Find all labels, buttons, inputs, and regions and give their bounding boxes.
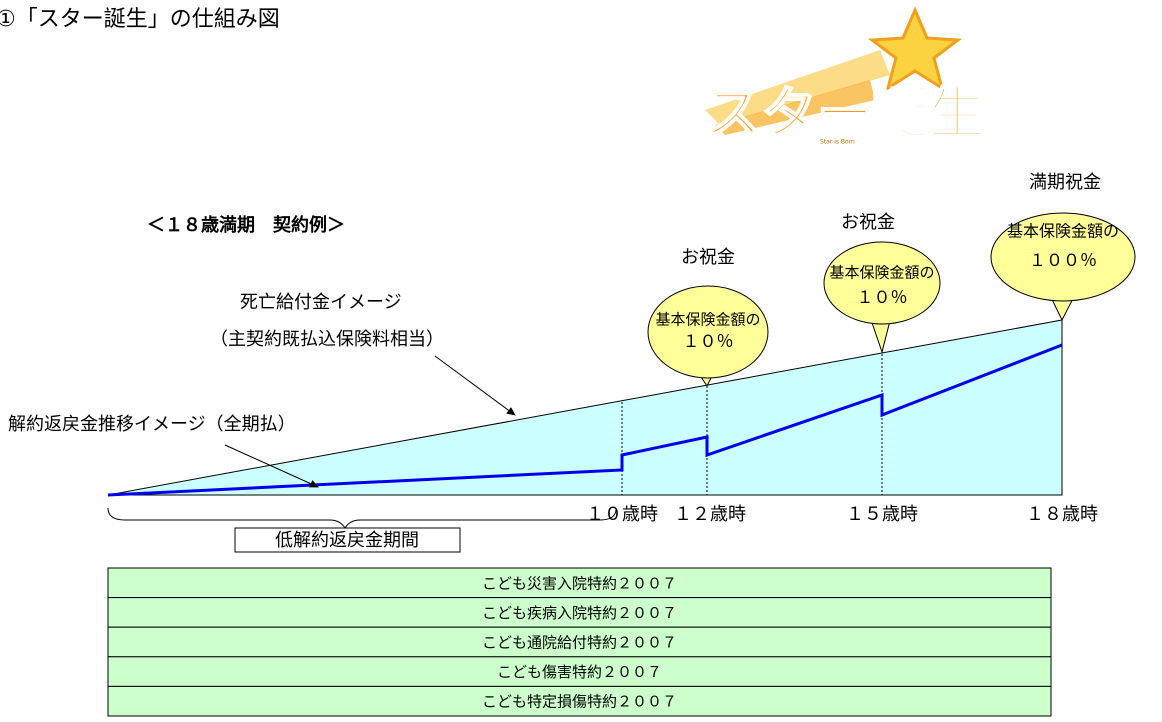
bubble: お祝金 基本保険金額の １０％ bbox=[823, 212, 941, 354]
low-period-box bbox=[234, 527, 461, 553]
bubble-text: １０％ bbox=[683, 332, 734, 352]
example-label: ＜１８歳満期 契約例＞ bbox=[147, 214, 345, 236]
low-period-label: 低解約返戻金期間 bbox=[275, 530, 419, 551]
rider-row bbox=[107, 685, 1052, 717]
bubble-heading: お祝金 bbox=[681, 247, 735, 268]
bubble-heading: お祝金 bbox=[841, 212, 895, 233]
death-benefit-note: （主契約既払込保険料相当） bbox=[210, 329, 444, 350]
age-label: １０歳時 bbox=[586, 504, 658, 525]
bubble-text: １０％ bbox=[857, 288, 908, 308]
rider-row bbox=[107, 597, 1052, 628]
rider-name: こども通院給付特約２００７ bbox=[482, 634, 677, 652]
bubble: 満期祝金 基本保険金額の １００％ bbox=[990, 172, 1136, 322]
brace bbox=[107, 507, 617, 529]
logo: スター誕生 Star is Born bbox=[704, 6, 986, 148]
logo-subtext: Star is Born bbox=[820, 139, 855, 146]
logo-text: スター誕生 bbox=[705, 82, 985, 147]
surrender-line bbox=[107, 343, 1063, 497]
bubble-text: 基本保険金額の bbox=[1007, 222, 1119, 241]
rider-name: こども特定損傷特約２００７ bbox=[482, 693, 677, 711]
arrow bbox=[224, 444, 319, 488]
bubble-text: 基本保険金額の bbox=[655, 311, 760, 329]
rider-table: こども災害入院特約２００７ こども疾病入院特約２００７ こども通院給付特約２００７ こ… bbox=[107, 567, 1052, 717]
age-label: １２歳時 bbox=[674, 504, 746, 525]
death-benefit-label: 死亡給付金イメージ bbox=[240, 292, 402, 313]
age-label: １８歳時 bbox=[1026, 504, 1098, 525]
bubble-text: 基本保険金額の bbox=[829, 264, 934, 282]
title: ①「スター誕生」の仕組み図 bbox=[0, 7, 280, 32]
rider-name: こども疾病入院特約２００７ bbox=[482, 604, 677, 622]
death-benefit-area bbox=[107, 319, 1063, 496]
bubble-text: １００％ bbox=[1029, 251, 1097, 271]
rider-row bbox=[107, 567, 1052, 599]
bubble: お祝金 基本保険金額の １０％ bbox=[647, 247, 769, 388]
bubble-heading: 満期祝金 bbox=[1029, 172, 1101, 193]
surrender-label: 解約返戻金推移イメージ（全期払） bbox=[8, 414, 296, 435]
age-label: １５歳時 bbox=[846, 504, 918, 525]
rider-name: こども傷害特約２００７ bbox=[497, 663, 662, 681]
arrow bbox=[434, 355, 516, 416]
rider-name: こども災害入院特約２００７ bbox=[482, 574, 677, 592]
age-lines bbox=[621, 354, 883, 495]
